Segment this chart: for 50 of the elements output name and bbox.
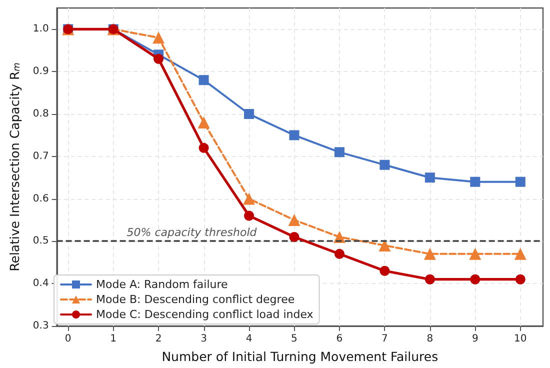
point bbox=[198, 75, 209, 86]
point bbox=[380, 160, 390, 170]
y-tick-label: 0.9 bbox=[32, 66, 49, 78]
point bbox=[244, 210, 254, 221]
point bbox=[515, 274, 526, 284]
x-tick-label: 5 bbox=[291, 334, 298, 344]
x-tick-label: 9 bbox=[472, 334, 478, 344]
x-tick-label: 2 bbox=[155, 334, 162, 344]
legend-label: Mode B: Descending conflict degree bbox=[96, 293, 295, 306]
y-axis-title: Relative Intersection Capacity Rm bbox=[7, 62, 22, 272]
point bbox=[470, 176, 480, 187]
x-tick-label: 10 bbox=[514, 334, 527, 344]
x-tick-label: 0 bbox=[64, 334, 72, 344]
point bbox=[469, 248, 482, 260]
y-tick-label: 0.4 bbox=[32, 278, 49, 290]
point bbox=[424, 172, 435, 183]
point bbox=[378, 239, 391, 252]
point bbox=[198, 116, 210, 128]
y-tick-label: 1.0 bbox=[32, 24, 49, 35]
y-tick-label: 0.7 bbox=[32, 150, 49, 162]
point bbox=[424, 248, 436, 260]
point bbox=[470, 274, 480, 284]
point bbox=[289, 130, 300, 140]
x-tick-label: 4 bbox=[246, 334, 252, 344]
x-tick-label: 1 bbox=[110, 334, 117, 344]
point bbox=[334, 248, 344, 259]
y-tick-label: 0.6 bbox=[32, 193, 49, 204]
point bbox=[334, 147, 344, 158]
x-tick-label: 7 bbox=[382, 334, 388, 344]
point bbox=[288, 214, 300, 226]
ref-line-label: 50% capacity threshold bbox=[126, 226, 258, 240]
point bbox=[243, 192, 256, 205]
legend-label: Mode C: Descending conflict load index bbox=[96, 308, 314, 321]
point bbox=[289, 232, 300, 242]
point bbox=[244, 109, 254, 119]
x-tick-label: 3 bbox=[200, 334, 207, 344]
legend-label: Mode A: Random failure bbox=[96, 278, 228, 291]
x-axis-title: Number of Initial Turning Movement Failures bbox=[162, 349, 438, 364]
point bbox=[154, 54, 164, 64]
x-tick-label: 6 bbox=[336, 334, 343, 344]
y-tick-label: 0.3 bbox=[32, 320, 49, 332]
y-tick-label: 0.8 bbox=[32, 108, 49, 120]
point bbox=[198, 142, 209, 153]
point bbox=[515, 176, 526, 187]
point bbox=[380, 266, 390, 276]
y-tick-label: 0.5 bbox=[32, 236, 49, 247]
point bbox=[514, 248, 526, 260]
point bbox=[424, 274, 435, 284]
point bbox=[152, 32, 165, 44]
x-tick-label: 8 bbox=[426, 334, 434, 344]
